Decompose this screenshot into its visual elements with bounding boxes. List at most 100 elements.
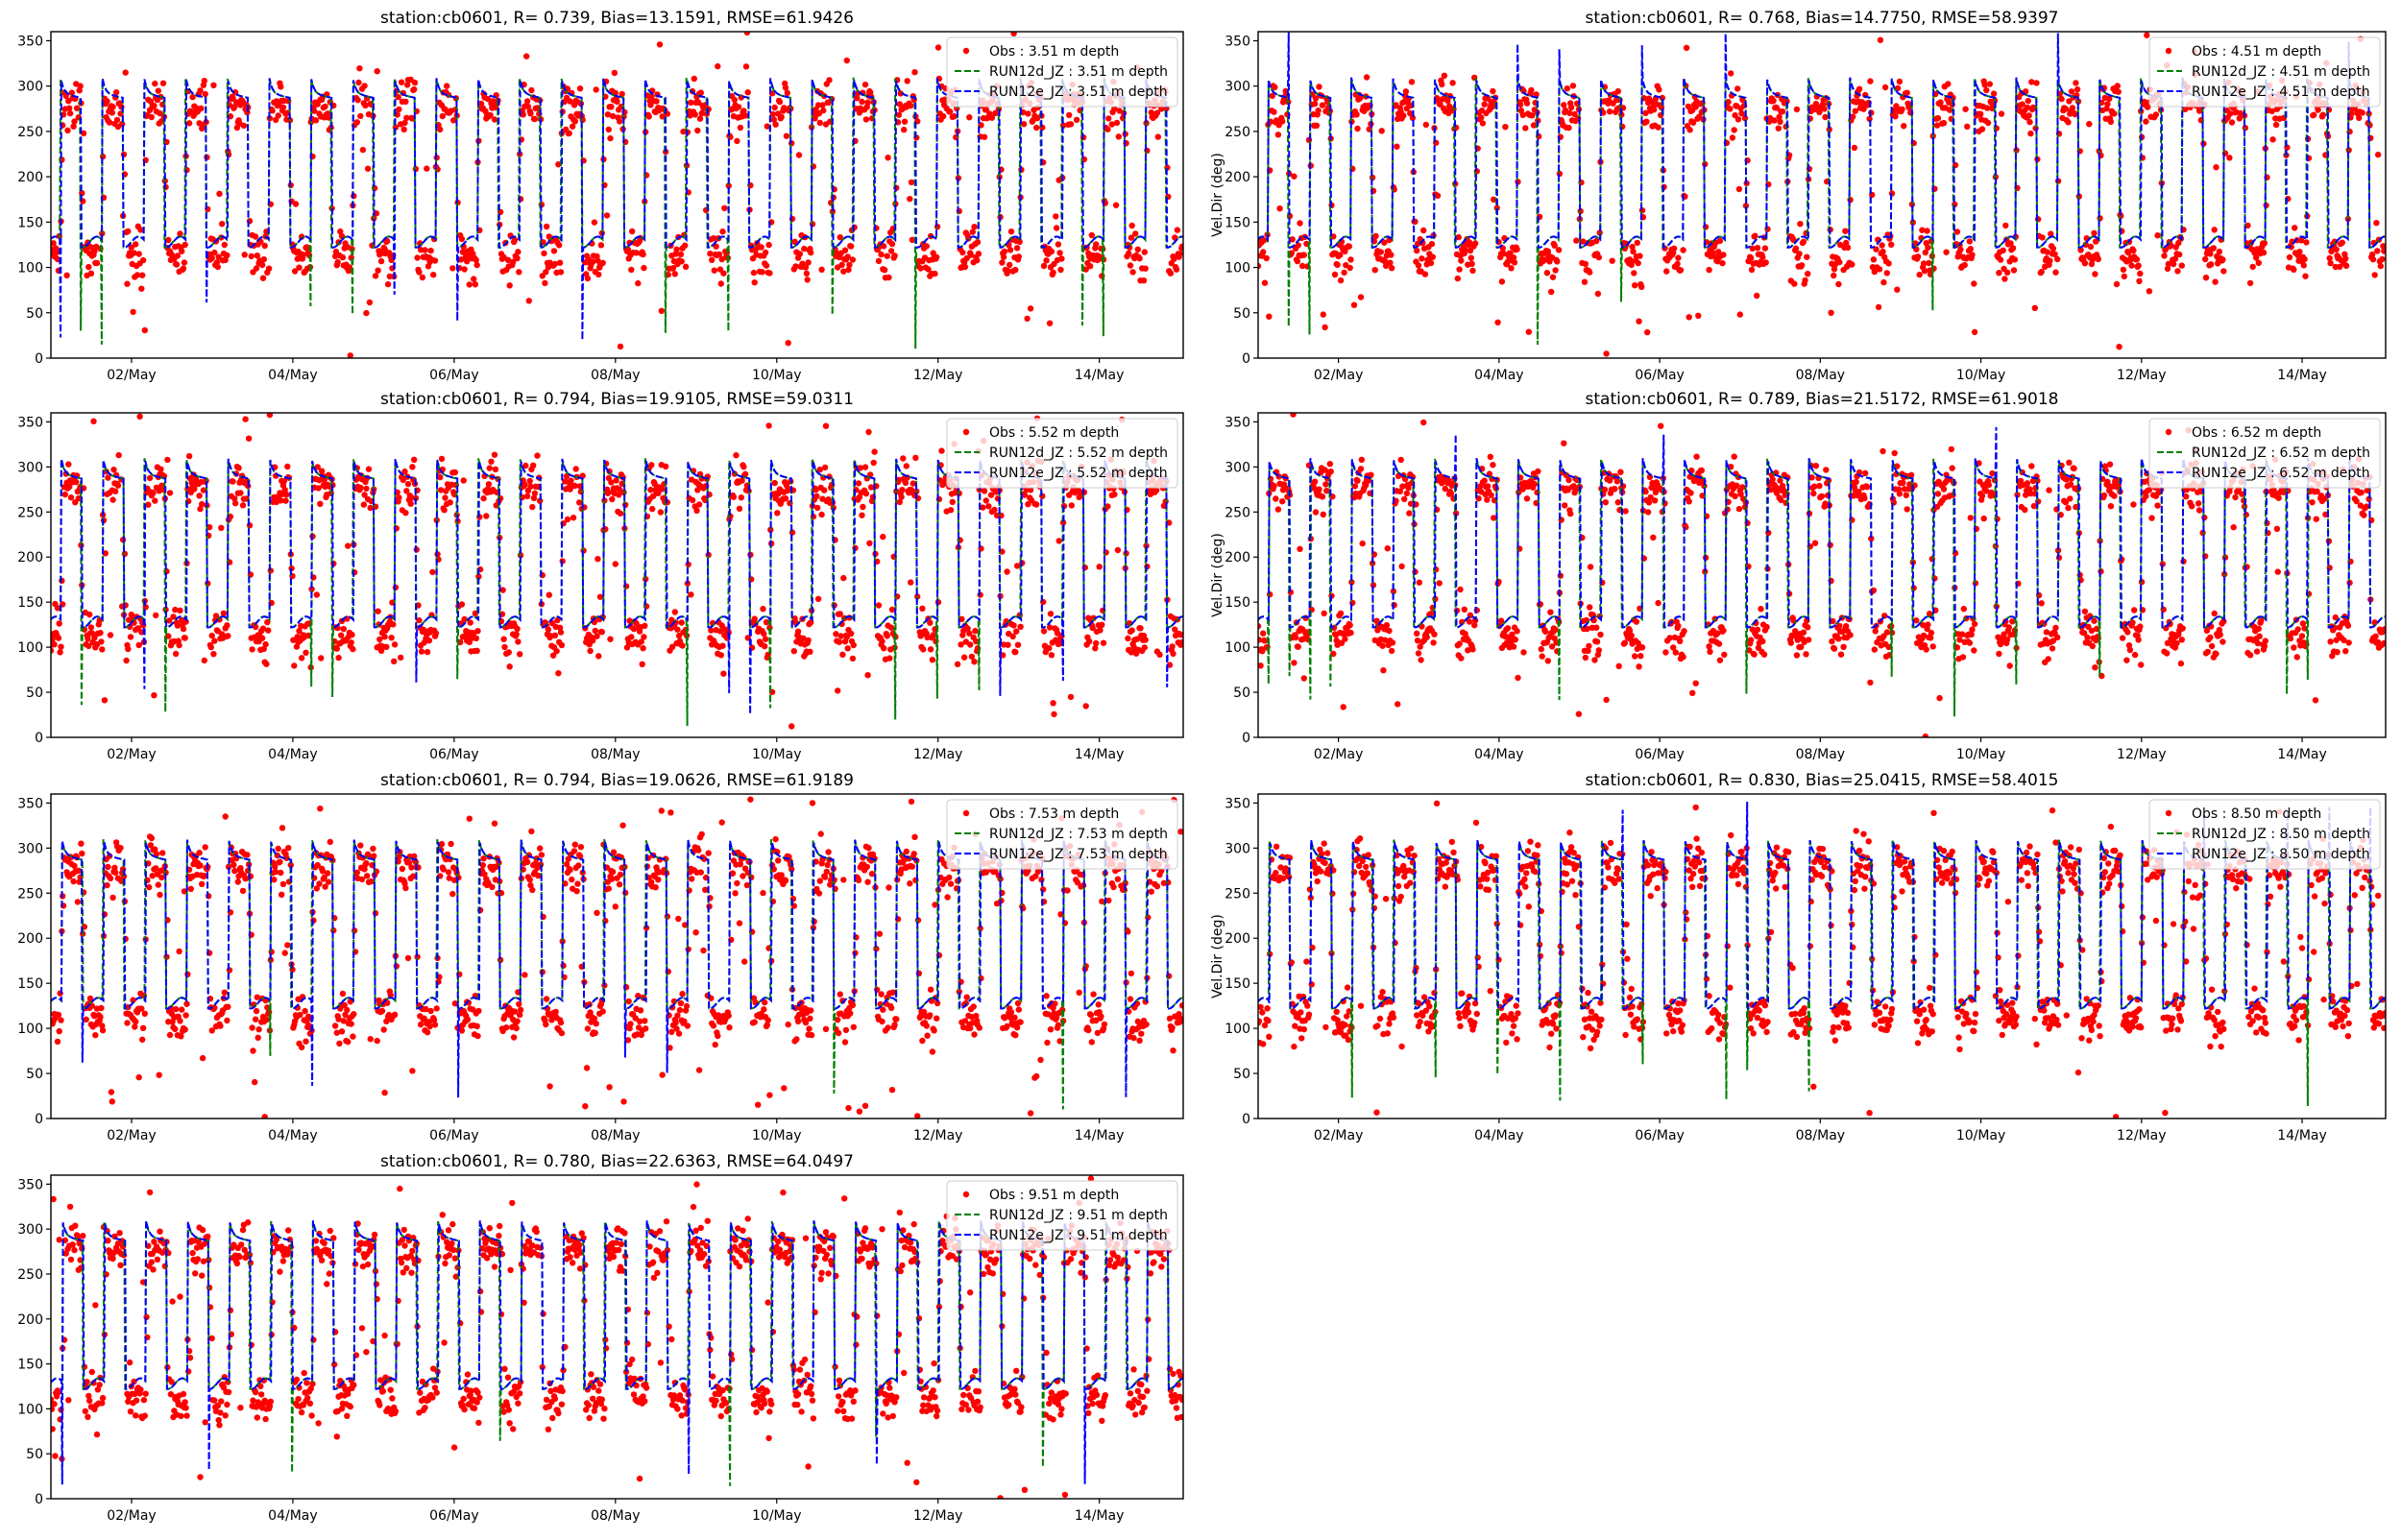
obs-point (1142, 249, 1148, 254)
obs-point (1637, 253, 1642, 258)
obs-point (1039, 493, 1045, 499)
obs-point (1904, 90, 1910, 96)
obs-point (2137, 271, 2143, 277)
obs-point (1380, 667, 1386, 673)
obs-point (1544, 270, 1550, 276)
obs-point (124, 281, 130, 287)
obs-point (2212, 227, 2218, 232)
obs-point (142, 327, 148, 333)
obs-point (524, 493, 530, 499)
obs-point (1116, 133, 1122, 139)
obs-point (176, 642, 182, 648)
obs-point (416, 269, 422, 275)
obs-point (2174, 268, 2180, 274)
obs-point (514, 631, 520, 637)
obs-point (889, 607, 895, 613)
obs-point (1971, 647, 1977, 653)
obs-point (2132, 652, 2138, 658)
obs-point (224, 622, 230, 628)
obs-point (1721, 652, 1727, 658)
obs-point (363, 310, 369, 316)
obs-point (528, 87, 534, 93)
obs-point (692, 111, 698, 117)
obs-point (859, 513, 864, 518)
obs-point (1484, 496, 1490, 502)
obs-point (1514, 247, 1519, 253)
obs-point (459, 601, 465, 607)
obs-point (182, 259, 187, 265)
obs-point (2108, 503, 2114, 509)
obs-point (1332, 272, 1338, 277)
x-tick-label: 06/May (1635, 368, 1684, 383)
obs-point (657, 41, 663, 47)
obs-point (971, 659, 977, 664)
obs-point (2001, 276, 2007, 281)
obs-point (871, 460, 877, 466)
obs-point (2004, 270, 2010, 276)
obs-point (2250, 264, 2256, 270)
obs-point (492, 116, 497, 122)
subplot-2: station:cb0601, R= 0.768, Bias=14.7750, … (1210, 9, 2388, 383)
obs-point (2144, 33, 2149, 38)
obs-point (568, 478, 573, 484)
obs-point (642, 623, 647, 629)
obs-point (1010, 634, 1016, 639)
obs-point (950, 499, 956, 505)
obs-point (1482, 477, 1488, 483)
obs-point (1987, 81, 1993, 86)
obs-point (1644, 329, 1650, 335)
obs-point (1097, 627, 1103, 633)
legend-label: RUN12d_JZ : 3.51 m depth (989, 64, 1168, 80)
obs-point (94, 260, 100, 266)
obs-point (807, 649, 812, 655)
obs-point (414, 254, 420, 260)
obs-point (864, 672, 870, 678)
obs-point (1296, 644, 1301, 650)
obs-point (1639, 644, 1645, 650)
obs-point (911, 69, 917, 75)
obs-point (888, 625, 894, 631)
obs-point (128, 634, 133, 639)
obs-point (1015, 642, 1021, 648)
obs-point (1048, 611, 1054, 616)
obs-point (1275, 506, 1281, 512)
obs-point (150, 490, 156, 495)
obs-point (1979, 493, 1985, 498)
obs-point (1174, 267, 1179, 273)
obs-point (1880, 249, 1885, 254)
obs-point (2179, 262, 2185, 268)
obs-point (222, 242, 228, 248)
obs-point (424, 649, 430, 655)
obs-point (2148, 515, 2154, 520)
obs-point (737, 506, 742, 512)
obs-point (1867, 680, 1873, 686)
obs-point (136, 251, 142, 256)
x-tick-label: 08/May (1796, 368, 1845, 383)
obs-point (777, 99, 783, 105)
obs-point (795, 629, 801, 635)
obs-point (788, 723, 794, 729)
obs-point (1706, 643, 1711, 649)
obs-point (1699, 468, 1705, 473)
obs-point (2153, 111, 2159, 117)
obs-point (1736, 506, 1742, 512)
obs-point (419, 648, 424, 654)
obs-point (1561, 441, 1566, 446)
obs-point (1271, 108, 1276, 114)
obs-point (2046, 487, 2051, 493)
obs-point (1758, 606, 1763, 612)
obs-point (1545, 658, 1551, 663)
obs-point (506, 649, 512, 655)
obs-point (999, 259, 1005, 265)
obs-point (1967, 238, 1973, 244)
obs-point (1490, 88, 1495, 94)
obs-point (1852, 145, 1857, 151)
obs-point (399, 80, 404, 85)
obs-point (885, 633, 890, 638)
obs-point (1386, 628, 1392, 634)
obs-point (2360, 109, 2365, 115)
obs-point (745, 89, 751, 95)
obs-point (2154, 502, 2160, 508)
obs-point (360, 147, 366, 153)
obs-point (557, 260, 563, 266)
